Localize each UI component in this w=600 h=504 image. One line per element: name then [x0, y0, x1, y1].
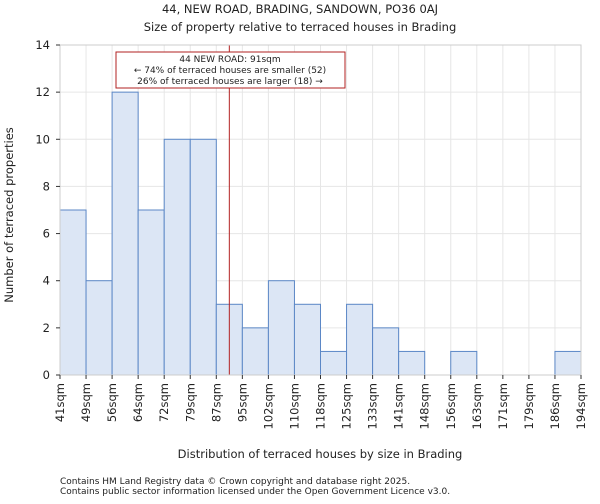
bar: [85, 280, 113, 376]
x-tick-label: 194sqm: [574, 383, 588, 429]
x-tick-label: 148sqm: [418, 383, 432, 429]
x-tick-label: 87sqm: [209, 383, 223, 422]
x-tick-label: 41sqm: [53, 383, 67, 422]
bar: [241, 327, 269, 376]
annotation-line-2: ← 74% of terraced houses are smaller (52…: [134, 66, 326, 76]
bar: [346, 303, 374, 376]
y-tick-label: 12: [35, 85, 50, 99]
bar: [111, 91, 139, 376]
y-tick-label: 0: [43, 368, 50, 382]
x-tick-label: 141sqm: [392, 383, 406, 429]
bar: [372, 327, 400, 376]
bar: [163, 138, 191, 376]
bar: [293, 303, 322, 376]
bar: [320, 350, 348, 376]
footer-line-1: Contains HM Land Registry data © Crown c…: [60, 477, 410, 487]
annotation-line-3: 26% of terraced houses are larger (18) →: [137, 77, 323, 87]
x-axis-label: Distribution of terraced houses by size …: [178, 447, 463, 461]
bars-layer: [59, 91, 582, 376]
x-tick-label: 179sqm: [522, 383, 536, 429]
chart-subtitle: Size of property relative to terraced ho…: [144, 20, 457, 34]
bar: [554, 350, 582, 376]
footer-line-2: Contains public sector information licen…: [60, 487, 450, 497]
x-tick-label: 163sqm: [470, 383, 484, 429]
annotation-line-1: 44 NEW ROAD: 91sqm: [179, 55, 280, 65]
x-tick-label: 79sqm: [183, 383, 197, 422]
bar: [189, 138, 217, 376]
x-tick-label: 133sqm: [366, 383, 380, 429]
x-tick-label: 64sqm: [131, 383, 145, 422]
y-tick-label: 2: [43, 321, 50, 335]
x-tick-label: 72sqm: [157, 383, 171, 422]
x-tick-label: 125sqm: [340, 383, 354, 429]
x-axis: 41sqm 49sqm 56sqm 64sqm 72sqm 79sqm 87sqm 95sqm…: [53, 375, 588, 429]
y-axis: 0 2 4 6 8 10 12 14: [35, 38, 60, 382]
bar: [137, 209, 165, 376]
y-tick-label: 4: [43, 274, 50, 288]
bar: [450, 350, 478, 376]
bar: [59, 209, 87, 376]
x-tick-label: 156sqm: [444, 383, 458, 429]
y-axis-label: Number of terraced properties: [2, 127, 16, 303]
y-tick-label: 6: [43, 227, 50, 241]
x-tick-label: 95sqm: [235, 383, 249, 422]
x-tick-label: 49sqm: [79, 383, 93, 422]
bar: [267, 280, 295, 376]
chart-title: 44, NEW ROAD, BRADING, SANDOWN, PO36 0AJ: [162, 2, 438, 16]
x-tick-label: 118sqm: [314, 383, 328, 429]
y-tick-label: 14: [35, 38, 50, 52]
x-tick-label: 102sqm: [261, 383, 275, 429]
x-tick-label: 56sqm: [105, 383, 119, 422]
x-tick-label: 186sqm: [548, 383, 562, 429]
x-tick-label: 110sqm: [287, 383, 301, 429]
bar: [398, 350, 426, 376]
y-tick-label: 8: [43, 179, 50, 193]
annotation-box: 44 NEW ROAD: 91sqm ← 74% of terraced hou…: [115, 51, 346, 89]
y-tick-label: 10: [35, 132, 50, 146]
x-tick-label: 171sqm: [496, 383, 510, 429]
